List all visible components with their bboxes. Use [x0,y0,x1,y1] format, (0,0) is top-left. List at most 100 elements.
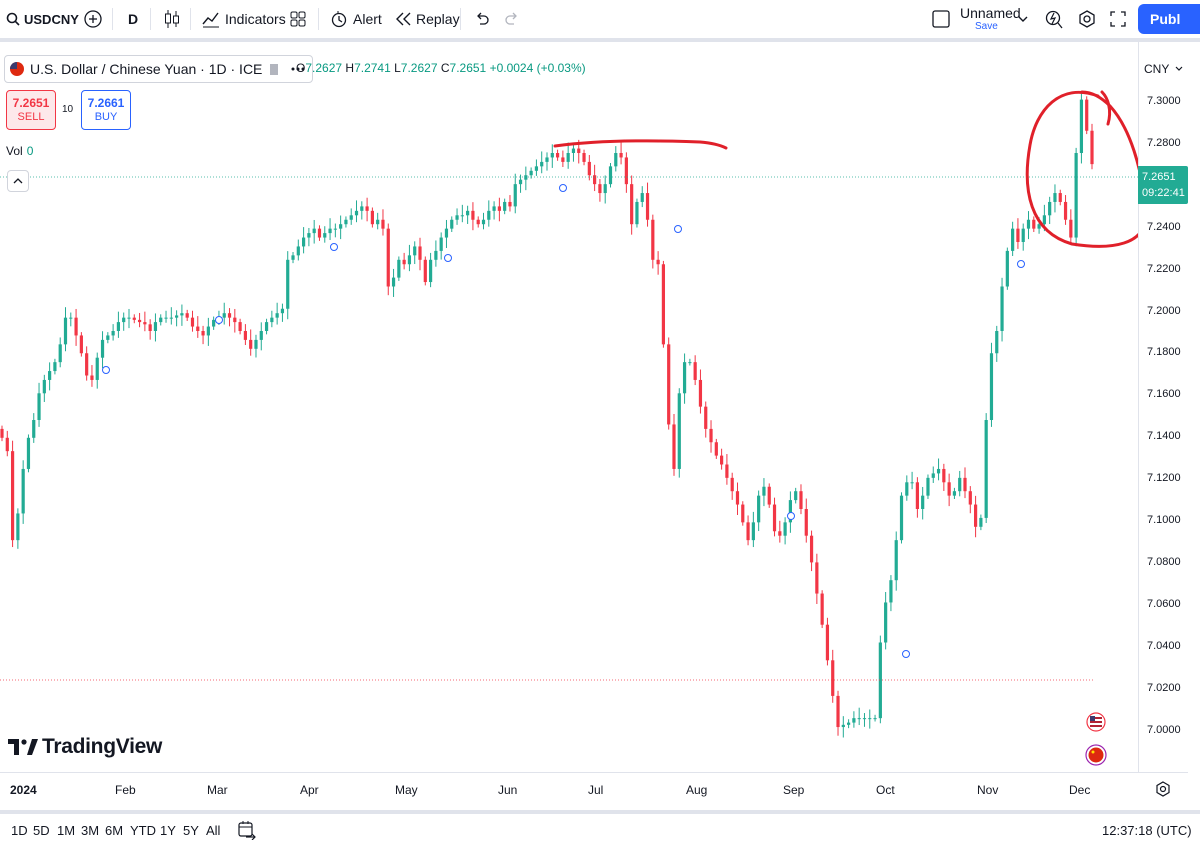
candle[interactable] [169,317,173,319]
candle[interactable] [476,219,480,225]
candle[interactable] [513,184,517,207]
candle[interactable] [291,255,295,260]
candle[interactable] [561,157,565,162]
range-button-1y[interactable]: 1Y [160,823,176,838]
candle[interactable] [540,161,544,167]
candle[interactable] [825,624,830,661]
candle[interactable] [1085,99,1089,131]
candle[interactable] [206,326,210,336]
candle[interactable] [63,317,68,345]
price-chart[interactable] [0,42,1138,772]
event-marker[interactable] [330,243,338,251]
candle[interactable] [524,175,528,180]
candle[interactable] [238,322,242,331]
candle[interactable] [275,313,279,318]
candle[interactable] [804,509,808,536]
range-button-1d[interactable]: 1D [11,823,28,838]
candle[interactable] [1021,228,1025,242]
candle[interactable] [995,331,999,354]
candle[interactable] [323,233,327,238]
compare-button[interactable] [84,0,102,38]
candle[interactable] [1074,153,1078,238]
candle[interactable] [423,259,427,283]
candle[interactable] [444,228,449,238]
candle[interactable] [534,166,539,171]
tradingview-logo[interactable]: TradingView [8,734,162,760]
candle[interactable] [0,428,4,438]
publish-button[interactable]: Publ [1138,4,1200,34]
candle[interactable] [180,313,184,316]
buy-button[interactable]: 7.2661 BUY [81,90,131,130]
candle[interactable] [53,362,57,372]
candle[interactable] [212,319,216,327]
candle[interactable] [603,184,607,194]
candle[interactable] [10,451,15,541]
candle[interactable] [1016,228,1020,242]
candle[interactable] [640,193,644,202]
candle[interactable] [1042,215,1046,225]
candle[interactable] [153,322,158,331]
candle[interactable] [143,322,147,325]
candle[interactable] [111,331,115,336]
candle[interactable] [709,428,713,443]
candle[interactable] [820,593,824,625]
candle[interactable] [799,491,803,509]
candle[interactable] [772,504,777,532]
candle[interactable] [26,437,31,469]
candle[interactable] [397,259,401,278]
candle[interactable] [95,357,99,380]
candle[interactable] [794,491,798,501]
candle[interactable] [571,148,576,153]
candle[interactable] [487,210,491,220]
candle[interactable] [48,371,52,380]
candle[interactable] [69,317,73,319]
candle[interactable] [132,317,136,320]
candle[interactable] [614,153,618,167]
settings-button[interactable] [1078,0,1096,38]
candle[interactable] [280,308,285,314]
volume-legend[interactable]: Vol 0 [6,144,33,158]
candle[interactable] [439,237,443,251]
candle[interactable] [434,250,438,260]
candle[interactable] [74,317,78,336]
candle[interactable] [196,326,200,331]
candle[interactable] [809,535,814,563]
candle[interactable] [418,246,422,260]
candle[interactable] [735,491,740,505]
candle[interactable] [497,206,501,211]
candle[interactable] [296,246,300,256]
candle[interactable] [582,153,586,162]
candle[interactable] [899,495,904,541]
candle[interactable] [21,468,25,514]
candle[interactable] [518,179,523,185]
candle[interactable] [672,424,676,469]
candle[interactable] [973,504,978,527]
currency-button[interactable]: CNY [1138,54,1188,84]
candle[interactable] [529,170,533,176]
candle[interactable] [720,455,724,465]
candle[interactable] [307,233,311,238]
range-button-6m[interactable]: 6M [105,823,124,838]
symbol-legend[interactable]: U.S. Dollar / Chinese Yuan · 1D · ICE [4,55,314,83]
candle[interactable] [1000,286,1004,332]
candle[interactable] [783,522,787,536]
interval-button[interactable]: D [128,0,138,38]
candle[interactable] [677,393,681,469]
candle[interactable] [598,184,602,194]
event-marker[interactable] [674,225,682,233]
candle[interactable] [947,482,951,496]
candle[interactable] [926,477,930,496]
candle[interactable] [100,339,105,358]
candle[interactable] [984,420,988,518]
candle[interactable] [645,193,650,220]
candle[interactable] [884,602,888,643]
candle[interactable] [593,175,597,185]
event-marker[interactable] [1017,260,1025,268]
candle[interactable] [249,339,253,349]
event-marker[interactable] [444,254,452,262]
candle[interactable] [682,362,687,394]
sell-button[interactable]: 7.2651 SELL [6,90,56,130]
candle[interactable] [58,344,62,363]
candle[interactable] [339,224,343,229]
candle[interactable] [492,206,496,211]
